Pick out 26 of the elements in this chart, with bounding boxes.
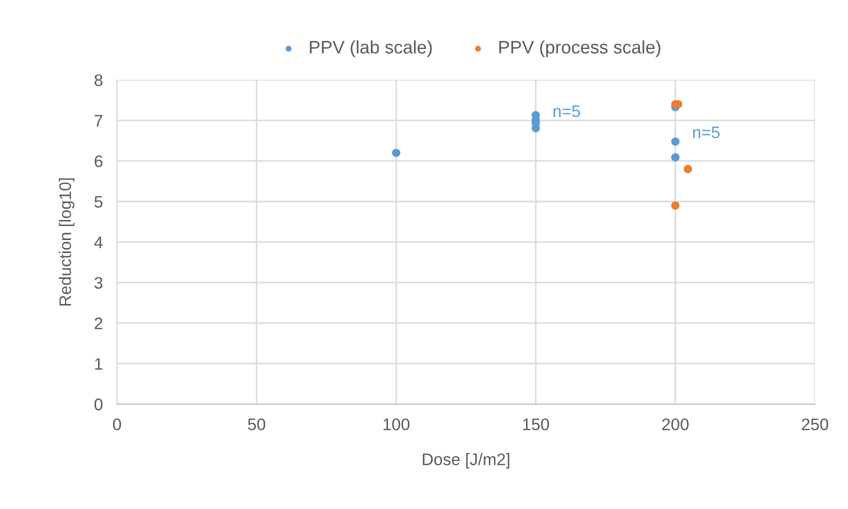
- y-tick-label: 2: [94, 317, 102, 330]
- y-tick-label: 4: [94, 236, 103, 248]
- legend-label: PPV (process scale): [499, 40, 660, 58]
- point: [684, 164, 692, 174]
- point: [671, 201, 680, 210]
- legend-label: PPV (lab scale): [310, 40, 432, 58]
- x-tick-label: 100: [384, 418, 410, 430]
- y-tick-label: 5: [94, 196, 102, 208]
- y-axis-title: Reduction [log10]: [58, 178, 74, 306]
- y-tick-label: 0: [94, 398, 102, 410]
- point: [392, 148, 400, 158]
- y-tick-label: 8: [94, 74, 102, 86]
- y-tick-label: 1: [95, 358, 102, 370]
- point: [671, 153, 680, 162]
- annotation: n=5: [693, 126, 720, 138]
- point: [671, 137, 680, 146]
- y-tick-label: 3: [94, 276, 102, 289]
- x-tick-label: 250: [802, 418, 828, 430]
- y-tick-label: 6: [94, 155, 102, 168]
- y-tick-label: 7: [94, 115, 102, 126]
- x-tick-label: 0: [113, 418, 122, 430]
- annotation: n=5: [554, 106, 580, 118]
- x-axis-title: Dose [J/m2]: [422, 453, 510, 469]
- x-tick-label: 150: [523, 418, 550, 430]
- x-tick-label: 50: [248, 418, 266, 430]
- x-tick-label: 200: [662, 418, 689, 430]
